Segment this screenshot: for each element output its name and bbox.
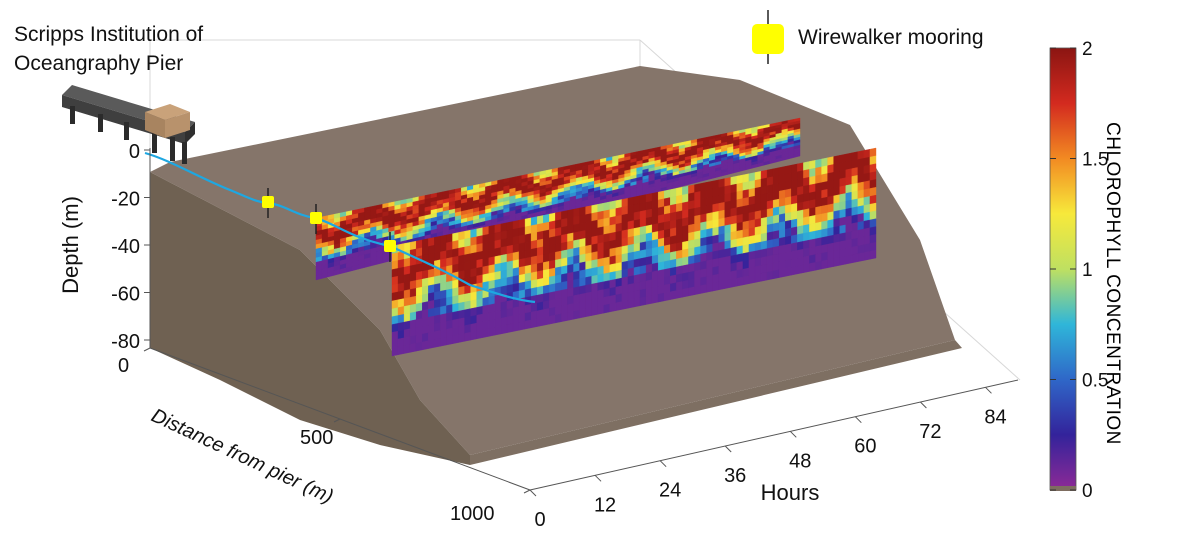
y-tick [523,489,531,494]
x-tick [659,460,667,468]
pier-icon [62,85,195,164]
pier-annotation-line1: Scripps Institution of [14,23,204,46]
colorbar-tick-label: 1 [1082,260,1093,281]
colorbar-tick-label: 0 [1082,481,1093,502]
y-tick-label: 1000 [450,503,495,525]
x-tick-label: 12 [594,494,616,516]
legend [752,10,784,64]
x-tick [789,430,797,438]
z-tick-label: -80 [111,331,140,353]
x-tick-label: 36 [724,465,746,487]
z-tick-label: -60 [111,284,140,306]
colorbar-label: CHLOROPHYLL CONCENTRATION [1102,122,1123,445]
colorbar-tick-label: 1.5 [1082,150,1108,171]
x-tick-label: 72 [919,421,941,443]
mooring-marker-1 [262,196,274,208]
z-axis-label: Depth (m) [58,196,83,294]
y-tick [333,418,341,423]
x-tick [985,386,992,394]
colorbar: 0 0.5 1 1.5 2 [1049,39,1108,502]
pier-annotation: Scripps Institution of Oceangraphy Pier [14,20,274,78]
x-axis: 0 12 24 36 48 60 72 84 Hours [529,379,1019,531]
seafloor-shelf-front [470,340,962,465]
x-tick [920,401,927,409]
z-tick-label: -40 [111,236,140,258]
z-axis: 0 -20 -40 -60 -80 Depth (m) [58,141,151,353]
z-tick-label: -20 [111,189,140,211]
pier-building [145,104,190,120]
x-tick-label: 0 [534,509,545,531]
mooring-markers [262,188,396,262]
legend-marker-icon [752,24,784,54]
x-tick-label: 48 [789,450,811,472]
mooring-marker-3 [384,240,396,252]
x-tick [529,489,537,497]
x-tick [854,416,862,424]
pier-annotation-line2: Oceangraphy Pier [14,52,184,75]
chlorophyll-sections [315,117,877,357]
y-tick [143,347,151,352]
x-tick [724,445,732,453]
y-tick-label: 500 [300,427,333,449]
x-tick-label: 24 [659,480,681,502]
colorbar-tick-label: 0.5 [1082,371,1108,392]
colorbar-tick-label: 2 [1082,39,1093,60]
chlorophyll-section-2 [391,147,877,357]
x-tick-label: 84 [984,406,1006,428]
x-axis-label: Hours [761,480,820,505]
mooring-marker-2 [310,212,322,224]
y-tick-label: 0 [118,355,129,377]
x-tick-label: 60 [854,436,876,458]
x-tick [594,474,602,482]
seafloor-slope [150,172,470,465]
legend-label: Wirewalker mooring [798,26,984,49]
z-tick-label: 0 [129,141,140,163]
